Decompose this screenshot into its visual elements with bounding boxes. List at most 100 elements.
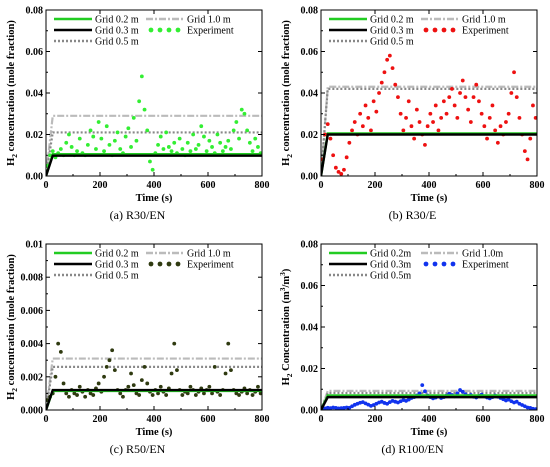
y-axis-label-part: 2 (10, 154, 19, 158)
experiment-point (210, 145, 214, 149)
x-tick-label: 200 (93, 414, 108, 425)
experiment-point (112, 368, 117, 373)
experiment-point (58, 350, 63, 354)
legend-marker (423, 27, 429, 33)
experiment-point (460, 78, 465, 83)
legend-item: Grid 0.3 m (54, 260, 139, 271)
legend-marker (148, 261, 154, 267)
experiment-point (107, 358, 112, 363)
legend-item: Grid 1.0 m (421, 15, 506, 26)
y-tick-label: 0.002 (21, 372, 44, 383)
experiment-point (137, 393, 142, 397)
legend-marker (423, 261, 429, 267)
y-tick-label: 0.08 (301, 6, 319, 17)
legend-item: Experiment (423, 26, 509, 37)
experiment-point (94, 147, 98, 151)
experiment-point (350, 128, 354, 133)
chart-d: 0 200 400 600 800 0.00 0.02 0.04 0.06 0.08 Time (s… (278, 240, 545, 439)
x-tick-label: 400 (422, 414, 437, 425)
experiment-point (150, 167, 155, 172)
y-tick-label: 0.00 (26, 172, 44, 183)
experiment-point (142, 107, 147, 112)
x-tick-label: 600 (476, 414, 491, 425)
experiment-point (528, 136, 533, 141)
y-axis-label: H2 concentration (mole fraction) (6, 254, 19, 400)
experiment-point (102, 149, 106, 154)
experiment-point (226, 138, 231, 143)
legend-label: Grid 0.3 m (95, 26, 139, 37)
experiment-point (215, 132, 220, 137)
experiment-point (69, 145, 74, 149)
experiment-point (482, 124, 487, 129)
x-tick-label: 800 (530, 180, 545, 191)
x-tick-label: 0 (44, 180, 49, 191)
experiment-point (360, 124, 365, 129)
experiment-point (164, 393, 169, 397)
experiment-point (533, 116, 537, 120)
y-axis-label-part: H (6, 158, 17, 166)
legend-label: Grid 0.5 m (95, 271, 139, 282)
experiment-point (223, 145, 228, 149)
experiment-point (328, 136, 333, 141)
experiment-point (379, 80, 384, 85)
experiment-point (258, 391, 262, 396)
experiment-point (85, 142, 90, 147)
y-tick-label: 0.00 (301, 172, 319, 183)
x-tick-label: 600 (201, 414, 216, 425)
experiment-point (506, 111, 511, 116)
legend-item: Grid 0.5 m (54, 37, 139, 48)
legend-item: Grid 0.5 m (54, 271, 139, 282)
experiment-point (58, 147, 63, 151)
y-tick-label: 0.06 (301, 47, 319, 58)
experiment-point (107, 142, 112, 147)
y-tick-label: 0.06 (301, 281, 319, 292)
experiment-point (234, 120, 239, 124)
experiment-point (377, 91, 381, 95)
experiment-point (366, 116, 371, 120)
experiment-point (158, 384, 163, 389)
experiment-point (325, 122, 330, 127)
experiment-point (77, 384, 82, 389)
experiment-point (487, 116, 492, 120)
legend-marker (441, 27, 447, 33)
plot-area (321, 383, 537, 410)
experiment-point (369, 128, 373, 133)
legend-label: Grid 1.0 m (462, 15, 506, 26)
chart-caption: (c) R50/EN (109, 442, 166, 456)
experiment-point (75, 149, 79, 154)
y-tick-label: 0.04 (301, 323, 319, 334)
chart-b: 0 200 400 600 800 0.00 0.02 0.04 0.06 0.08 Time (s… (281, 6, 545, 205)
experiment-point (531, 103, 535, 108)
experiment-point (115, 130, 120, 135)
experiment-point (169, 371, 174, 376)
experiment-point (172, 341, 177, 346)
experiment-point (148, 159, 152, 164)
y-axis-label-part: 2 (285, 154, 294, 158)
experiment-point (193, 147, 198, 151)
experiment-point (202, 391, 206, 396)
chart-a: 0 200 400 600 800 0.00 0.02 0.04 0.06 0.08 Time (s… (6, 6, 270, 205)
legend-item: Grid 1.0 m (146, 15, 231, 26)
legend-label: Grid 0.2 m (370, 15, 414, 26)
legend-marker (166, 27, 172, 33)
experiment-point (145, 381, 150, 386)
y-tick-label: 0.08 (26, 6, 44, 17)
experiment-point (126, 384, 131, 389)
experiment-point (161, 147, 166, 151)
chart-panel-d: 0 200 400 600 800 0.00 0.02 0.04 0.06 0.08 Time (s… (275, 234, 550, 467)
y-axis-label-part: 2 (10, 388, 19, 392)
y-tick-label: 0.01 (26, 240, 44, 251)
experiment-point (207, 384, 212, 389)
series-line-grid-0-3-m (46, 154, 262, 176)
experiment-point (401, 128, 406, 133)
legend-item: Grid 0.3 m (54, 26, 139, 37)
legend-marker (157, 27, 163, 33)
experiment-point (64, 140, 69, 145)
series-line-grid-0-5-m (46, 365, 262, 410)
legend-label: Grid 0.3 m (95, 260, 139, 271)
experiment-point (129, 371, 133, 376)
experiment-point (102, 374, 106, 379)
experiment-point (218, 140, 223, 145)
